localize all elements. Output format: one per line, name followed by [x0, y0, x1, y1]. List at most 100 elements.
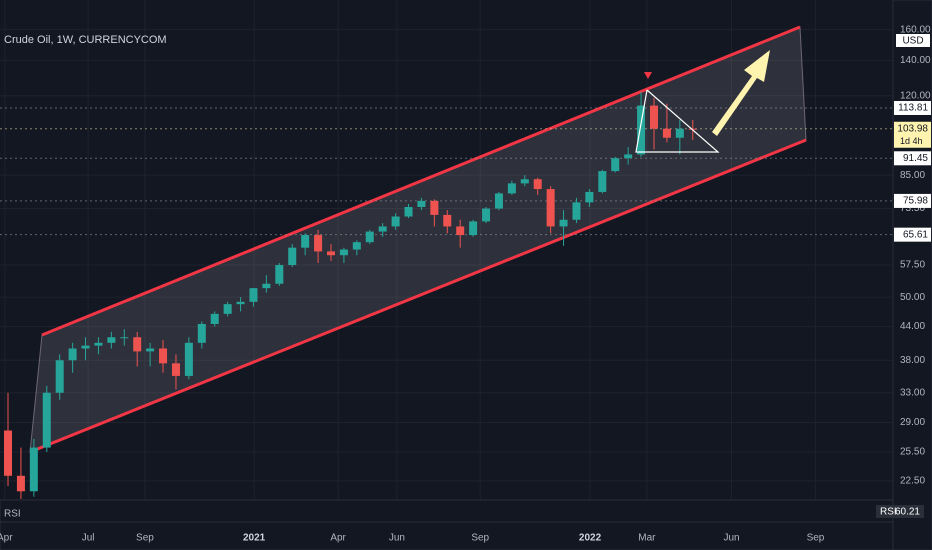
- candle-body: [662, 128, 671, 138]
- candle-body: [4, 430, 13, 476]
- candle-body: [520, 179, 529, 184]
- rsi-box-name: RSI: [880, 507, 897, 518]
- candle-body: [637, 105, 646, 155]
- y-tick-label: 25.50: [900, 447, 925, 458]
- candle-body: [184, 342, 193, 376]
- candle-body: [16, 475, 25, 492]
- y-tick-label: 33.00: [900, 387, 925, 398]
- rsi-value: 60.21: [895, 507, 920, 518]
- x-tick-label: Apr: [330, 533, 346, 544]
- x-tick-label: 2021: [243, 533, 266, 544]
- chart-title: Crude Oil, 1W, CURRENCYCOM: [4, 34, 167, 46]
- candle-body: [572, 202, 581, 220]
- candle-body: [249, 288, 258, 302]
- level-box: [894, 227, 931, 242]
- x-tick-label: Sep: [136, 533, 154, 544]
- candle-body: [443, 214, 452, 227]
- candle-body: [133, 337, 142, 352]
- candle-body: [210, 313, 219, 324]
- x-tick-label: Sep: [471, 533, 489, 544]
- candle-body: [120, 337, 129, 339]
- y-tick-label: 22.50: [900, 475, 925, 486]
- candle-body: [585, 191, 594, 203]
- x-tick-label: Sep: [807, 533, 825, 544]
- candle-body: [482, 208, 491, 222]
- y-tick-label: 120.00: [900, 90, 931, 101]
- level-box: [894, 121, 931, 148]
- x-tick-label: Apr: [0, 533, 13, 544]
- y-tick-label: 73.50: [900, 203, 925, 214]
- candle-body: [365, 231, 374, 243]
- candle-body: [559, 219, 568, 227]
- candle-body: [42, 392, 51, 448]
- x-tick-label: Mar: [638, 533, 656, 544]
- rsi-box: [876, 505, 924, 518]
- candle-body: [494, 193, 503, 209]
- candle-body: [29, 447, 38, 492]
- marker: [644, 72, 652, 79]
- candle-body: [430, 200, 439, 215]
- channel-top: [41, 25, 801, 337]
- y-tick-label: 57.50: [900, 260, 925, 271]
- rsi-pane: [0, 499, 894, 523]
- candle-body: [171, 363, 180, 376]
- candle-body: [146, 348, 155, 352]
- y-tick-label: 38.00: [900, 355, 925, 366]
- y-tick-label: 44.00: [900, 321, 925, 332]
- candle-body: [288, 247, 297, 266]
- level-box: [894, 100, 931, 115]
- countdown: 1d 4h: [900, 136, 923, 146]
- arrow: [712, 50, 770, 136]
- candle-body: [352, 242, 361, 250]
- candle-body: [649, 105, 658, 129]
- candle-body: [197, 323, 206, 343]
- candle-body: [68, 348, 77, 361]
- candle-body: [339, 249, 348, 256]
- currency-box: [896, 34, 930, 47]
- candle-body: [301, 235, 310, 248]
- x-tick-label: Jun: [389, 533, 405, 544]
- grid: [0, 0, 893, 500]
- candle-body: [611, 158, 620, 172]
- candle-body: [598, 171, 607, 192]
- rsi-label: RSI: [4, 509, 21, 520]
- level-box: [894, 193, 931, 208]
- candle-body: [546, 189, 555, 227]
- candles: [4, 91, 697, 499]
- x-tick-label: 2022: [579, 533, 602, 544]
- candle-body: [378, 226, 387, 232]
- y-tick-label: 140.00: [900, 55, 931, 66]
- level-box: [894, 151, 931, 166]
- triangle-pattern: [635, 89, 720, 153]
- candle-body: [624, 154, 633, 159]
- candle-body: [417, 200, 426, 207]
- candle-body: [159, 348, 168, 364]
- levels: [0, 107, 893, 236]
- candle-body: [675, 128, 684, 138]
- y-tick-label: 160.00: [900, 24, 931, 35]
- y-tick-label: 50.00: [900, 292, 925, 303]
- channel-bottom: [29, 138, 807, 454]
- level-label: 103.98: [897, 123, 928, 134]
- candle-body: [262, 283, 271, 289]
- x-tick-label: Jun: [723, 533, 739, 544]
- candle-body: [236, 301, 245, 305]
- candle-body: [507, 183, 516, 194]
- candle-body: [55, 360, 64, 393]
- level-label: 91.45: [903, 153, 928, 164]
- candle-body: [391, 216, 400, 227]
- level-label: 75.98: [903, 196, 928, 207]
- candle-body: [404, 206, 413, 217]
- y-tick-label: 29.00: [900, 417, 925, 428]
- candle-body: [314, 235, 323, 252]
- level-label: 65.61: [903, 229, 928, 240]
- y-tick-label: 85.00: [900, 170, 925, 181]
- time-axis: [0, 521, 932, 550]
- candle-body: [81, 345, 90, 349]
- x-tick-label: Jul: [82, 533, 95, 544]
- candle-body: [94, 342, 103, 346]
- axes: 160.00 140.00 120.00 85.00 73.50 57.50 50.00 44…: [0, 24, 931, 543]
